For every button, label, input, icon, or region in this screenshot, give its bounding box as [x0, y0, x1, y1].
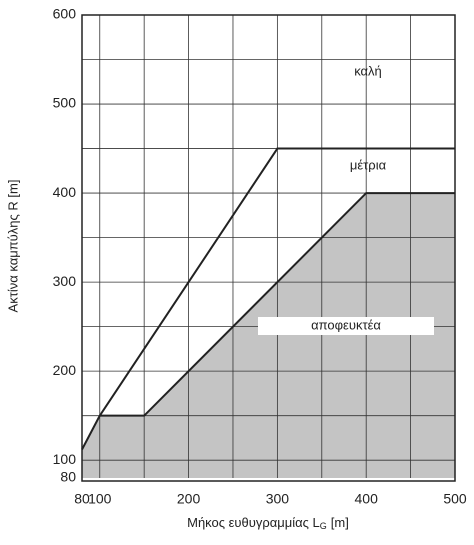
region-label: μέτρια [350, 157, 387, 172]
y-tick-label: 200 [53, 362, 77, 378]
line [98, 147, 455, 417]
x-tick-label: 80 [74, 491, 90, 507]
line [81, 192, 455, 450]
y-axis-label: Ακτίνα καμπύλης R [m] [5, 180, 20, 313]
y-tick-label: 600 [53, 6, 77, 22]
y-tick-label: 300 [53, 273, 77, 289]
label-box [258, 317, 434, 335]
x-label-unit: [m] [331, 515, 349, 530]
plot-frame [81, 14, 456, 482]
y-tick-label: 500 [53, 95, 77, 111]
x-tick-label: 100 [88, 491, 112, 507]
x-tick-label: 500 [443, 491, 467, 507]
region-label: αποφευκτέα [311, 317, 381, 332]
x-axis-label: Μήκος ευθυγραμμίας LG [m] [187, 515, 349, 531]
y-tick-label: 80 [60, 469, 76, 485]
x-label-sub: G [320, 521, 327, 531]
x-label-main: Μήκος ευθυγραμμίας L [187, 515, 320, 530]
x-tick-label: 200 [177, 491, 201, 507]
x-tick-label: 400 [355, 491, 379, 507]
y-tick-label: 100 [53, 451, 77, 467]
area [82, 193, 455, 479]
x-tick-label: 300 [266, 491, 290, 507]
region-label: καλή [354, 63, 382, 78]
y-tick-label: 400 [53, 184, 77, 200]
